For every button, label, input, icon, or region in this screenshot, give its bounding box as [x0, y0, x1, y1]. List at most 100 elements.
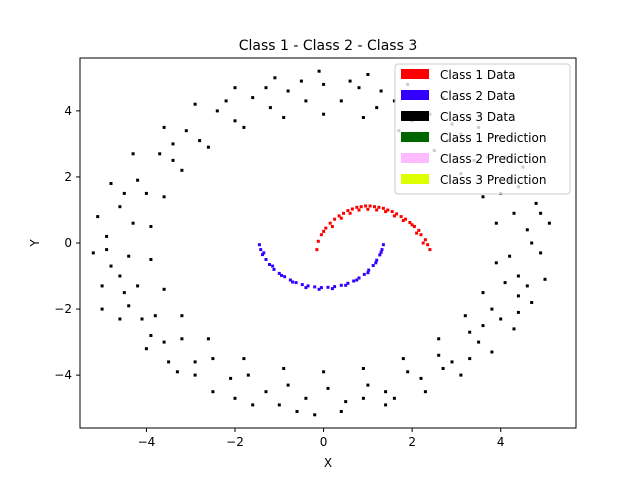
data-point: [366, 207, 370, 211]
data-point: [459, 373, 463, 377]
data-point: [423, 238, 427, 242]
data-point: [122, 191, 126, 195]
y-tick-label: 0: [64, 236, 72, 250]
data-point: [371, 264, 375, 267]
data-point: [539, 251, 543, 255]
data-point: [118, 205, 122, 209]
data-point: [534, 201, 538, 205]
data-point: [271, 264, 275, 268]
data-point: [368, 204, 372, 208]
data-point: [313, 413, 317, 417]
data-point: [206, 337, 210, 341]
data-point: [322, 229, 326, 233]
data-point: [481, 195, 485, 199]
data-point: [105, 248, 109, 252]
data-point: [355, 278, 359, 282]
data-point: [286, 89, 290, 93]
data-point: [193, 102, 197, 106]
data-point: [122, 291, 126, 295]
y-axis-ticks: −4 −2 0 2 4: [54, 104, 80, 382]
data-point: [477, 340, 481, 344]
data-point: [91, 251, 95, 255]
points-layer: [91, 69, 551, 417]
data-point: [264, 390, 268, 394]
legend-box: [394, 63, 571, 195]
series-1: [315, 204, 432, 252]
data-point: [339, 99, 343, 103]
data-point: [352, 279, 356, 283]
data-point: [392, 396, 396, 400]
data-point: [421, 241, 425, 245]
data-point: [337, 214, 341, 218]
legend-label: Class 1 Prediction: [440, 131, 546, 145]
data-point: [131, 152, 135, 156]
data-point: [375, 106, 379, 110]
data-point: [333, 217, 337, 221]
data-point: [437, 337, 441, 341]
y-tick-label: −2: [54, 302, 72, 316]
data-point: [315, 248, 319, 252]
data-point: [386, 208, 390, 212]
data-point: [516, 274, 520, 278]
data-point: [378, 253, 382, 257]
data-point: [381, 243, 385, 247]
data-point: [175, 370, 179, 374]
data-point: [390, 210, 394, 214]
data-point: [306, 284, 310, 288]
data-point: [277, 271, 281, 275]
data-point: [282, 367, 286, 370]
data-point: [283, 275, 287, 279]
data-point: [344, 400, 348, 404]
data-point: [140, 317, 144, 321]
data-point: [463, 314, 467, 318]
data-point: [127, 304, 131, 308]
data-point: [412, 225, 416, 228]
data-point: [246, 373, 250, 377]
data-point: [339, 216, 343, 220]
legend-label: Class 1 Data: [440, 68, 516, 82]
data-point: [233, 396, 237, 400]
data-point: [96, 215, 100, 219]
data-point: [162, 287, 166, 291]
data-point: [362, 272, 366, 276]
data-point: [324, 226, 328, 230]
legend: Class 1 Data Class 2 Data Class 3 Data Clas…: [394, 63, 571, 195]
data-point: [229, 376, 233, 380]
data-point: [144, 347, 148, 351]
data-point: [131, 221, 135, 225]
data-point: [300, 283, 304, 287]
data-point: [109, 182, 113, 185]
legend-label: Class 3 Prediction: [440, 173, 546, 187]
x-tick-label: 2: [408, 435, 416, 449]
data-point: [286, 383, 290, 387]
data-point: [508, 254, 512, 258]
data-point: [543, 277, 547, 281]
data-point: [525, 284, 529, 288]
data-point: [357, 276, 361, 280]
data-point: [326, 386, 330, 390]
data-point: [153, 314, 157, 318]
data-point: [299, 79, 303, 83]
data-point: [499, 317, 503, 321]
data-point: [330, 287, 334, 291]
data-point: [494, 261, 498, 265]
x-tick-label: −2: [226, 435, 244, 449]
data-point: [490, 307, 494, 311]
data-point: [355, 205, 359, 209]
data-point: [516, 294, 520, 298]
series-2: [257, 243, 385, 291]
x-axis-ticks: −4 −2 0 2 4: [138, 428, 505, 449]
data-point: [450, 360, 454, 364]
data-point: [384, 403, 388, 407]
data-point: [198, 139, 202, 143]
x-tick-label: 4: [497, 435, 505, 449]
data-point: [468, 357, 472, 361]
data-point: [441, 367, 445, 370]
data-point: [366, 73, 370, 76]
data-point: [242, 357, 246, 361]
data-point: [503, 281, 507, 285]
legend-label: Class 2 Prediction: [440, 152, 546, 166]
data-point: [428, 248, 432, 252]
data-point: [171, 142, 175, 146]
data-point: [379, 250, 383, 254]
